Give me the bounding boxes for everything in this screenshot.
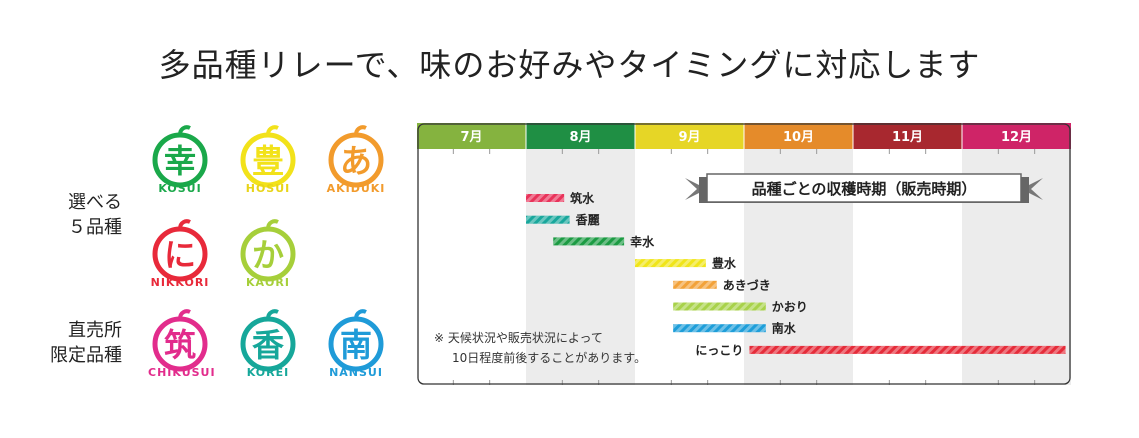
note-line1: ※ 天候状況や販売状況によって (434, 331, 603, 345)
kosui-name: KOSUI (158, 182, 202, 195)
series-bar-stripe (673, 324, 766, 333)
korei-name: KOREI (246, 366, 290, 379)
month-header (962, 123, 1071, 149)
nansui-logo: 南 NANSUI (324, 308, 388, 379)
series-bar-stripe (553, 237, 625, 246)
month-label: 10月 (783, 130, 814, 145)
month-label: 11月 (892, 130, 923, 145)
chikusui-name: CHIKUSUI (148, 366, 216, 379)
page-title: 多品種リレーで、味のお好みやタイミングに対応します (158, 46, 981, 84)
month-label: 8月 (569, 130, 591, 145)
series-bar-stripe (749, 345, 1066, 354)
regular-varieties-label: 選べる ５品種 (30, 190, 122, 240)
hosui-logo: 豊 HOSUI (236, 124, 300, 195)
month-label: 12月 (1001, 130, 1032, 145)
nansui-char: 南 (340, 326, 372, 364)
nikkori-logo: に NIKKORI (148, 218, 212, 289)
akiduki-logo: あ AKIDUKI (324, 124, 388, 195)
month-header (853, 123, 962, 149)
series-bar-stripe (673, 280, 717, 289)
chikusui-logo: 筑 CHIKUSUI (148, 308, 216, 379)
chikusui-char: 筑 (164, 326, 196, 364)
limited-label-line1: 直売所 (68, 320, 122, 341)
hosui-name: HOSUI (245, 182, 291, 195)
series-label: かおり (772, 300, 808, 314)
note-line2: 10日程度前後することがあります。 (452, 351, 647, 365)
series-bar-stripe (673, 302, 766, 311)
month-shade (526, 149, 635, 385)
month-header (635, 123, 744, 149)
akiduki-name: AKIDUKI (326, 182, 386, 195)
series-label: 幸水 (630, 234, 655, 249)
month-label: 9月 (678, 130, 700, 145)
series-bar-stripe (526, 215, 570, 224)
kaori-name: KAORI (246, 276, 290, 289)
chart-title-banner: 品種ごとの収穫時期（販売時期） (685, 173, 1043, 203)
month-header (417, 123, 526, 149)
month-header (744, 123, 853, 149)
month-header (526, 123, 635, 149)
kaori-logo: か KAORI (236, 218, 300, 289)
regular-label-line1: 選べる (68, 192, 122, 213)
limited-varieties-label: 直売所 限定品種 (30, 318, 122, 368)
korei-logo: 香 KOREI (236, 308, 300, 379)
harvest-chart-svg: 7月 8月 9月 10月 11月 12月 品種ごとの収穫時期（販売時期） 筑水香麗幸水豊水… (417, 123, 1071, 385)
series-bar-stripe (635, 259, 706, 268)
nikkori-name: NIKKORI (150, 276, 210, 289)
hosui-char: 豊 (252, 142, 284, 180)
series-label: あきづき (723, 277, 771, 292)
note: ※ 天候状況や販売状況によって 10日程度前後することがあります。 (434, 328, 646, 368)
month-label: 7月 (460, 130, 482, 145)
nikkori-char: に (164, 236, 196, 274)
akiduki-char: あ (340, 142, 372, 180)
regular-label-line2: ５品種 (68, 217, 122, 238)
chart-frame (417, 123, 1071, 385)
harvest-chart: 7月 8月 9月 10月 11月 12月 品種ごとの収穫時期（販売時期） 筑水香麗幸水豊水… (417, 123, 1071, 385)
limited-label-line2: 限定品種 (50, 345, 122, 366)
nansui-name: NANSUI (329, 366, 383, 379)
kosui-char: 幸 (164, 142, 196, 180)
series-label: 筑水 (570, 191, 595, 206)
series-bar-stripe (526, 194, 565, 202)
series-label: 南水 (772, 321, 797, 336)
series-label: にっこり (695, 343, 743, 357)
series-label: 香麗 (575, 212, 600, 227)
series-label: 豊水 (712, 256, 737, 271)
korei-char: 香 (252, 326, 284, 364)
chart-title: 品種ごとの収穫時期（販売時期） (752, 180, 977, 198)
kaori-char: か (252, 236, 284, 274)
kosui-logo: 幸 KOSUI (148, 124, 212, 195)
